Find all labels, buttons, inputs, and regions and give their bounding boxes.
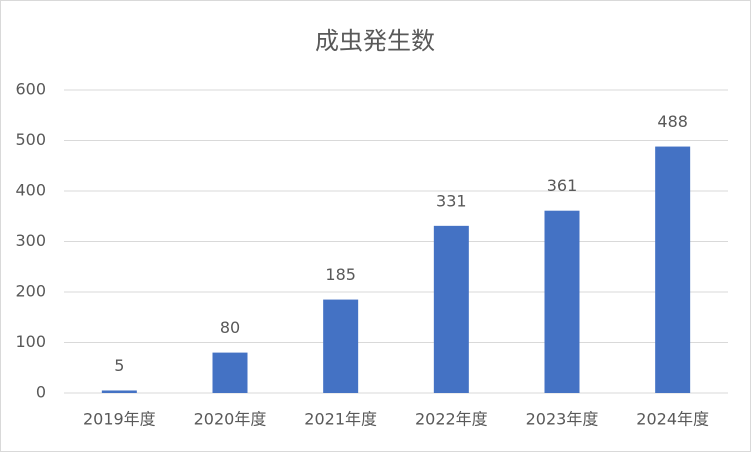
bar [655,146,691,393]
chart-title: 成虫発生数 [315,27,435,55]
x-tick-label: 2022年度 [415,410,488,429]
y-tick-label: 500 [15,130,46,149]
data-label: 488 [657,112,688,131]
x-tick-label: 2024年度 [636,410,709,429]
bar [544,210,580,393]
y-tick-label: 100 [15,332,46,351]
x-tick-label: 2021年度 [304,410,377,429]
x-tick-label: 2020年度 [194,410,267,429]
data-label: 5 [114,356,124,375]
bar [323,299,359,393]
y-tick-label: 400 [15,181,46,200]
bar [101,390,137,393]
data-label: 331 [436,191,467,210]
y-tick-label: 300 [15,231,46,250]
y-tick-label: 200 [15,282,46,301]
data-label: 80 [220,318,240,337]
x-tick-label: 2019年度 [83,410,156,429]
y-tick-label: 0 [36,383,46,402]
x-tick-label: 2023年度 [526,410,599,429]
y-tick-label: 600 [15,80,46,99]
data-label: 361 [547,176,578,195]
bar [433,225,469,393]
bar [212,352,248,393]
data-label: 185 [325,265,356,284]
